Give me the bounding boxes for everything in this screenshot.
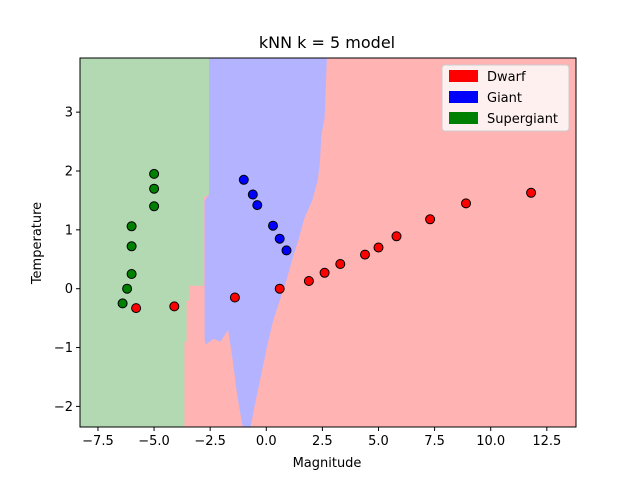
data-points bbox=[117, 168, 537, 314]
legend: Dwarf Giant Supergiant bbox=[441, 64, 570, 132]
data-point-giant bbox=[238, 174, 249, 185]
legend-label-supergiant: Supergiant bbox=[487, 112, 558, 127]
y-tick-label: −2 bbox=[54, 400, 73, 415]
x-tick-label: 5.0 bbox=[368, 434, 389, 449]
x-axis: −7.5 −5.0 −2.5 0.0 2.5 5.0 7.5 10.0 12.5 bbox=[82, 427, 561, 449]
data-point-supergiant bbox=[149, 201, 160, 212]
x-tick-label: −2.5 bbox=[194, 434, 226, 449]
y-tick-label: 3 bbox=[65, 106, 73, 121]
data-point-dwarf bbox=[425, 214, 436, 225]
legend-swatch-dwarf bbox=[449, 70, 478, 82]
legend-label-dwarf: Dwarf bbox=[487, 70, 526, 85]
x-tick-label: 2.5 bbox=[312, 434, 333, 449]
legend-swatch-giant bbox=[449, 91, 478, 103]
x-tick-label: 7.5 bbox=[424, 434, 445, 449]
data-point-dwarf bbox=[391, 231, 402, 242]
x-tick-label: −7.5 bbox=[82, 434, 114, 449]
data-point-dwarf bbox=[335, 259, 346, 269]
x-axis-label: Magnitude bbox=[293, 456, 362, 471]
data-point-supergiant bbox=[126, 269, 137, 279]
y-axis-label: Temperature bbox=[30, 202, 45, 285]
y-tick-label: 2 bbox=[65, 164, 73, 179]
data-point-supergiant bbox=[117, 298, 128, 309]
data-point-dwarf bbox=[303, 276, 314, 286]
data-point-giant bbox=[252, 200, 263, 211]
plot-frame bbox=[79, 57, 577, 428]
legend-label-giant: Giant bbox=[487, 91, 522, 106]
data-point-giant bbox=[268, 220, 278, 231]
data-point-giant bbox=[247, 189, 258, 200]
x-tick-label: 0.0 bbox=[256, 434, 277, 449]
y-tick-label: 1 bbox=[65, 223, 73, 238]
x-tick-label: 12.5 bbox=[532, 434, 561, 449]
data-point-supergiant bbox=[122, 283, 133, 294]
giant-region bbox=[204, 58, 327, 427]
data-point-dwarf bbox=[229, 292, 240, 303]
data-point-dwarf bbox=[373, 242, 384, 253]
data-point-dwarf bbox=[274, 283, 285, 294]
x-tick-label: −5.0 bbox=[138, 434, 170, 449]
data-point-giant bbox=[281, 245, 292, 256]
y-tick-label: −1 bbox=[54, 341, 73, 356]
data-point-giant bbox=[274, 233, 285, 244]
data-point-dwarf bbox=[526, 187, 537, 198]
data-point-supergiant bbox=[149, 183, 160, 194]
data-point-supergiant bbox=[126, 241, 137, 252]
chart-title: kNN k = 5 model bbox=[259, 33, 395, 52]
y-axis: −2 −1 0 1 2 3 bbox=[54, 106, 80, 415]
supergiant-region bbox=[80, 58, 209, 427]
data-point-dwarf bbox=[319, 267, 330, 278]
data-point-dwarf bbox=[461, 198, 471, 209]
x-tick-label: 10.0 bbox=[476, 434, 505, 449]
data-point-dwarf bbox=[169, 301, 180, 312]
y-tick-label: 0 bbox=[65, 282, 73, 297]
data-point-dwarf bbox=[131, 303, 142, 314]
data-point-dwarf bbox=[360, 249, 370, 260]
data-point-supergiant bbox=[126, 221, 137, 232]
data-point-supergiant bbox=[149, 168, 160, 179]
legend-swatch-supergiant bbox=[449, 112, 478, 124]
